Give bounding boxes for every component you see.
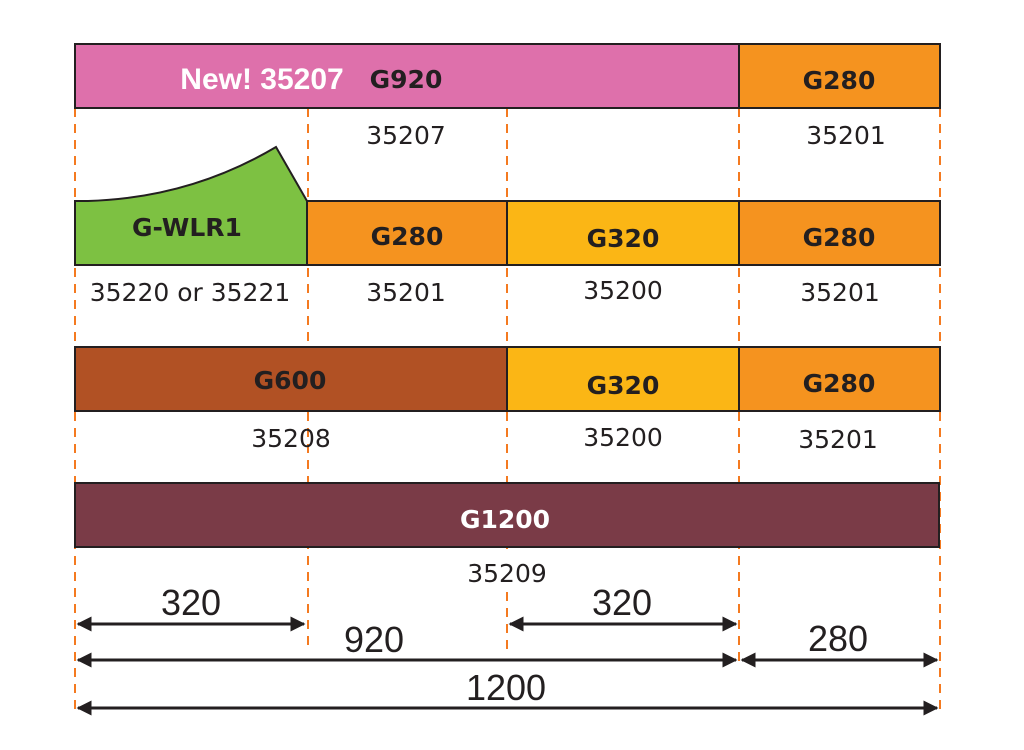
part-number: 35200 xyxy=(583,276,663,305)
part-number: 35220 or 35221 xyxy=(90,278,291,307)
segment-g280 xyxy=(738,346,941,412)
row-2: G-WLR1 G280 G320 G280 35220 or 35221 352… xyxy=(74,145,941,307)
segment-label: G-WLR1 xyxy=(132,213,242,242)
part-number: 35200 xyxy=(583,423,663,452)
segment-g920 xyxy=(74,43,740,109)
segment-label: G280 xyxy=(803,223,876,252)
row-4: G1200 35209 xyxy=(74,482,940,588)
segment-label: G600 xyxy=(254,366,327,395)
part-number: 35207 xyxy=(366,121,446,150)
segment-g-wlr1 xyxy=(74,145,308,266)
segment-g320 xyxy=(506,200,740,266)
segment-label: G1200 xyxy=(460,505,550,534)
row-1: New! 35207 G920 G280 35207 35201 xyxy=(74,43,941,150)
segment-g600 xyxy=(74,346,508,412)
segment-label: G280 xyxy=(803,369,876,398)
part-number: 35201 xyxy=(806,121,886,150)
dimension-label: 280 xyxy=(808,618,868,659)
part-number: 35201 xyxy=(800,278,880,307)
segment-g280 xyxy=(738,200,941,266)
row-3: G600 G320 G280 35208 35200 35201 xyxy=(74,346,941,454)
segment-label: G320 xyxy=(587,371,660,400)
segment-label: G920 xyxy=(370,65,443,94)
segment-g1200 xyxy=(74,482,940,548)
part-number: 35209 xyxy=(467,559,547,588)
dimension-label: 1200 xyxy=(466,667,546,708)
dimension-label: 920 xyxy=(344,619,404,660)
dimension-arrows: 320 320 920 280 1200 xyxy=(76,582,939,716)
part-number: 35208 xyxy=(251,424,331,453)
dimension-label: 320 xyxy=(161,582,221,623)
new-badge: New! 35207 xyxy=(180,63,343,96)
segment-label: G320 xyxy=(587,224,660,253)
segment-g280 xyxy=(738,43,941,109)
segment-label: G280 xyxy=(803,66,876,95)
segment-label: G280 xyxy=(371,222,444,251)
dimension-label: 320 xyxy=(592,582,652,623)
segment-g280 xyxy=(306,200,508,266)
part-number: 35201 xyxy=(798,425,878,454)
part-number: 35201 xyxy=(366,278,446,307)
